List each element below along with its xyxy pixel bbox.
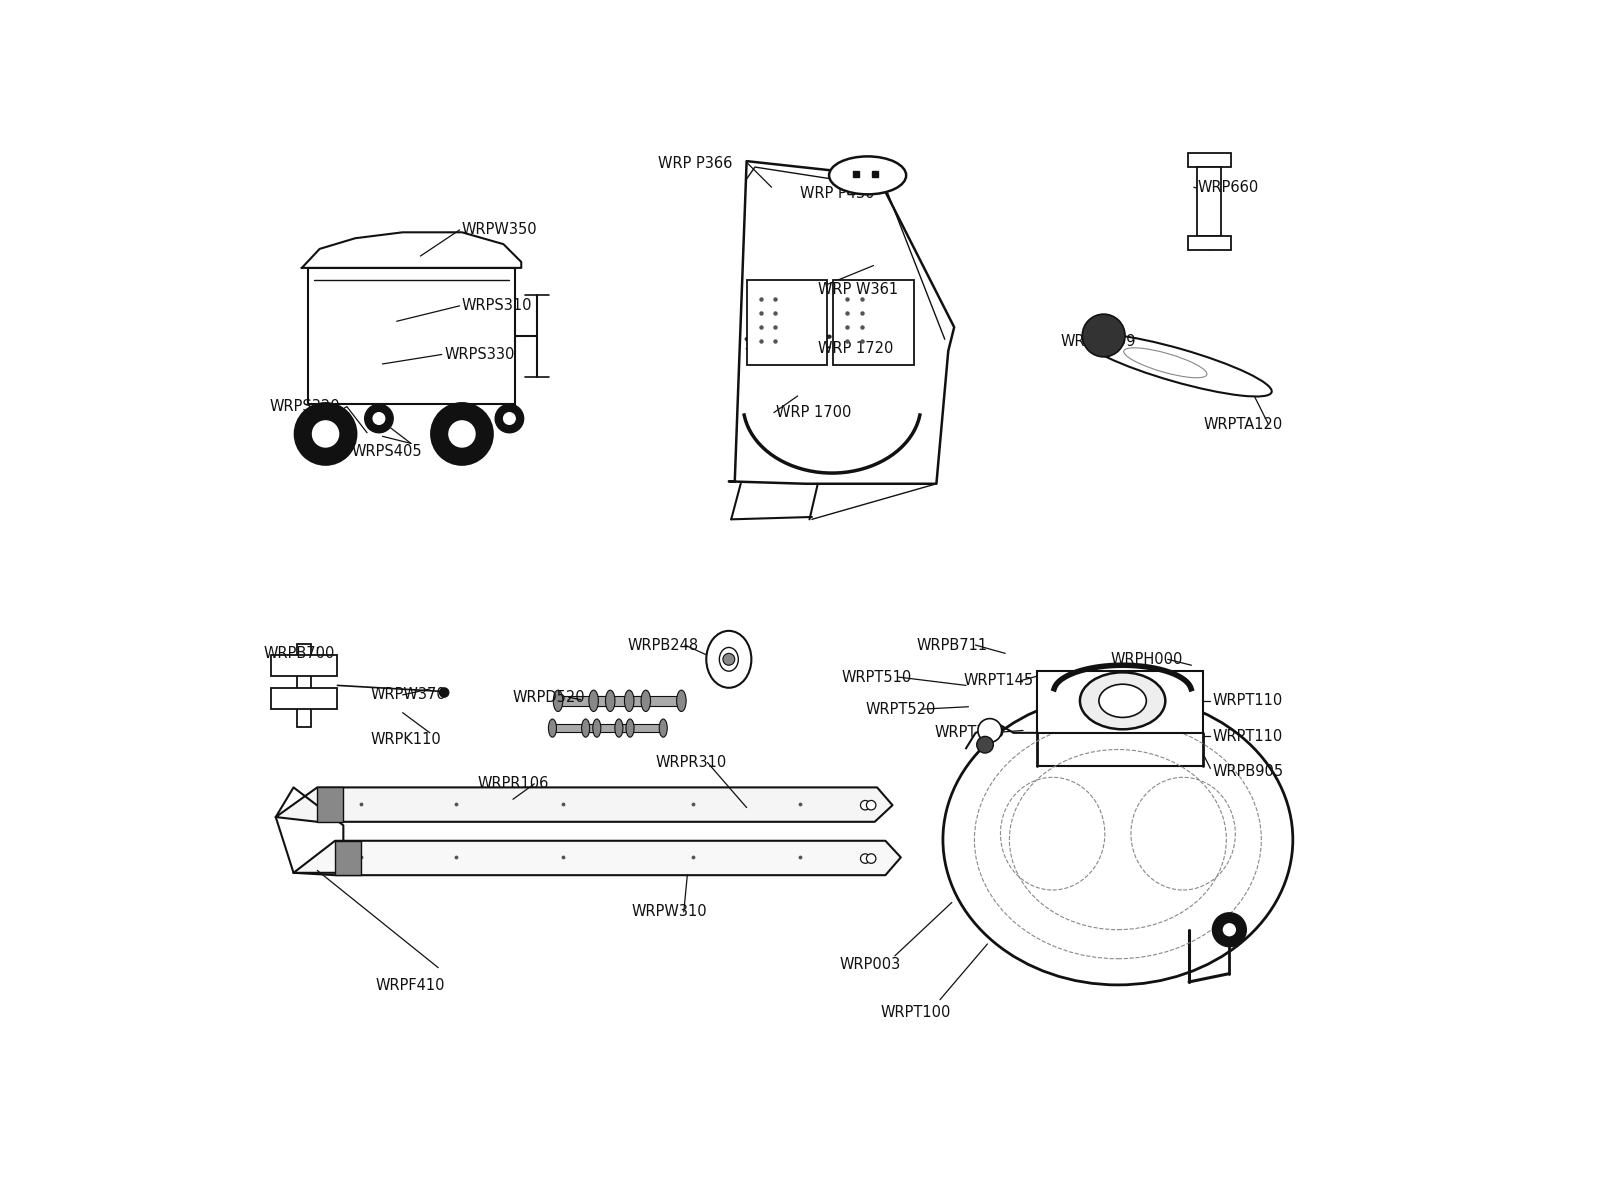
Text: WRP 1700: WRP 1700 (776, 406, 851, 420)
Bar (558, 696, 610, 706)
Ellipse shape (642, 690, 651, 712)
Ellipse shape (582, 719, 590, 737)
Text: WRPS310: WRPS310 (462, 299, 533, 313)
Circle shape (494, 404, 523, 433)
Ellipse shape (829, 156, 906, 194)
Text: WRP 1720: WRP 1720 (818, 341, 893, 356)
Ellipse shape (592, 719, 602, 737)
Ellipse shape (1123, 348, 1206, 378)
Bar (334, 841, 362, 875)
Bar (594, 696, 646, 706)
Polygon shape (275, 787, 893, 822)
Circle shape (440, 688, 450, 697)
Polygon shape (293, 841, 901, 875)
Text: WRPS320: WRPS320 (270, 400, 341, 414)
Text: WRPH000: WRPH000 (1110, 652, 1182, 667)
Circle shape (294, 403, 357, 464)
Text: WRP P366: WRP P366 (658, 156, 733, 172)
Text: WRP W361: WRP W361 (818, 282, 898, 296)
Ellipse shape (605, 690, 614, 712)
Text: WRPS330: WRPS330 (445, 347, 515, 362)
Bar (317, 787, 344, 822)
Circle shape (976, 737, 994, 754)
Ellipse shape (942, 695, 1293, 985)
Text: WRPT100: WRPT100 (880, 1006, 950, 1020)
Text: WRPT145: WRPT145 (963, 673, 1034, 688)
Circle shape (861, 800, 870, 810)
Bar (586, 724, 630, 732)
Ellipse shape (1083, 334, 1272, 396)
Text: WRPS405: WRPS405 (352, 444, 422, 460)
Text: WRPT760: WRPT760 (934, 725, 1005, 740)
Circle shape (867, 800, 875, 810)
Text: WRPT110: WRPT110 (1213, 694, 1283, 708)
Bar (629, 696, 682, 706)
Bar (1187, 152, 1230, 167)
Text: WRPB905: WRPB905 (1213, 764, 1283, 780)
Ellipse shape (706, 631, 752, 688)
Ellipse shape (589, 690, 598, 712)
Circle shape (1082, 314, 1125, 356)
Circle shape (365, 404, 394, 433)
Ellipse shape (624, 690, 634, 712)
Text: WRP003: WRP003 (838, 956, 901, 972)
Ellipse shape (554, 690, 563, 712)
Bar (1197, 167, 1221, 236)
Bar (270, 688, 338, 709)
Text: WRPW399: WRPW399 (1061, 334, 1136, 349)
Text: WRPT110: WRPT110 (1213, 728, 1283, 744)
Ellipse shape (549, 719, 557, 737)
Ellipse shape (720, 648, 738, 671)
Text: WRPR106: WRPR106 (477, 776, 549, 791)
Circle shape (450, 421, 475, 446)
Circle shape (1224, 924, 1235, 936)
Ellipse shape (626, 719, 634, 737)
Bar (1187, 236, 1230, 250)
Text: WRPTA120: WRPTA120 (1203, 416, 1283, 432)
Text: WRPW370: WRPW370 (371, 688, 446, 702)
Ellipse shape (677, 690, 686, 712)
Bar (834, 280, 914, 365)
Ellipse shape (1099, 684, 1146, 718)
Text: WRPB711: WRPB711 (917, 637, 987, 653)
Bar (307, 268, 515, 404)
Circle shape (1213, 913, 1246, 947)
Bar (619, 724, 664, 732)
Text: WRP P430: WRP P430 (800, 186, 875, 200)
Circle shape (723, 653, 734, 665)
Text: WRPT350: WRPT350 (1040, 690, 1110, 704)
Text: WRPT520: WRPT520 (866, 702, 936, 716)
Bar (298, 644, 312, 727)
Text: WRPB248: WRPB248 (629, 637, 699, 653)
Circle shape (867, 854, 875, 863)
Text: WRPK110: WRPK110 (371, 732, 442, 748)
Circle shape (861, 854, 870, 863)
Text: WRPF410: WRPF410 (376, 978, 445, 992)
Bar (552, 724, 597, 732)
Ellipse shape (614, 719, 622, 737)
Bar (1037, 671, 1203, 733)
Text: WRPD520: WRPD520 (514, 690, 586, 704)
Text: WRPR310: WRPR310 (656, 755, 726, 770)
Ellipse shape (1080, 672, 1165, 730)
Circle shape (504, 413, 515, 425)
Text: WRPW350: WRPW350 (462, 222, 538, 238)
Text: WRPT510: WRPT510 (842, 670, 912, 684)
Text: WRP660: WRP660 (1197, 180, 1259, 194)
Ellipse shape (659, 719, 667, 737)
Circle shape (978, 719, 1002, 743)
Bar (270, 654, 338, 676)
Circle shape (312, 421, 339, 446)
Circle shape (373, 413, 386, 425)
Text: WRPB700: WRPB700 (264, 646, 336, 661)
Circle shape (430, 403, 493, 464)
Text: WRPW310: WRPW310 (632, 905, 707, 919)
Bar (747, 280, 827, 365)
